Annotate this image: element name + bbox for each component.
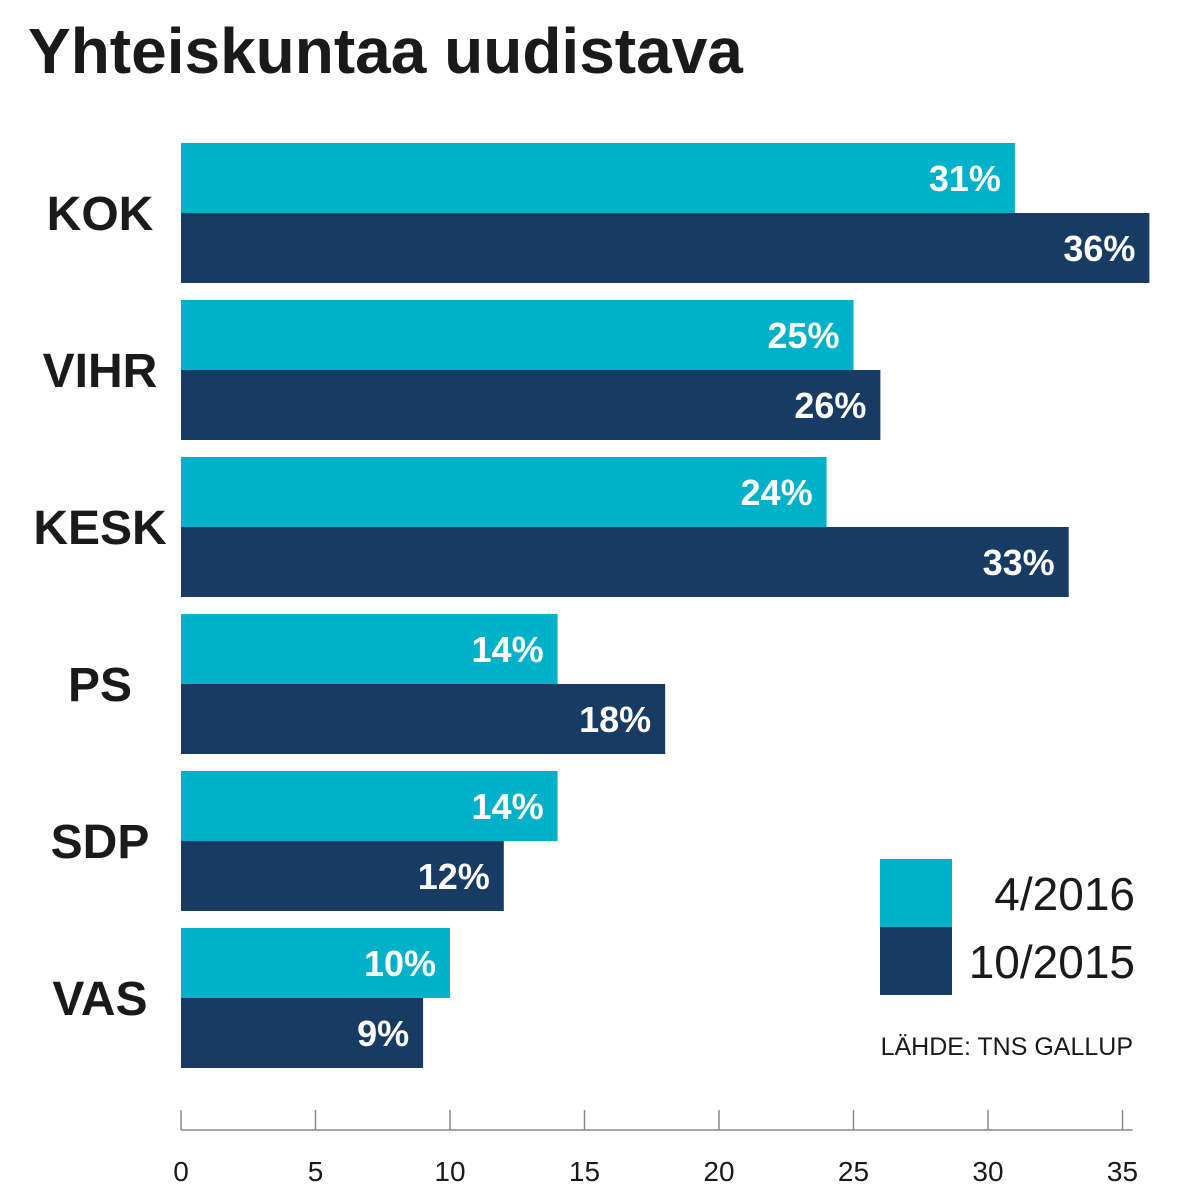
bar xyxy=(181,370,881,440)
x-tick-label: 0 xyxy=(173,1156,189,1187)
bar xyxy=(181,841,504,911)
x-axis: 0 5 10 15 20 25 30 35 xyxy=(173,1110,1138,1187)
bar xyxy=(181,614,558,684)
legend: 4/2016 10/2015 xyxy=(880,859,1135,995)
bar xyxy=(181,998,424,1068)
data-label: 33% xyxy=(983,542,1055,583)
bar xyxy=(181,300,854,370)
category-label: KESK xyxy=(33,502,167,555)
bar xyxy=(181,684,666,754)
data-label: 24% xyxy=(741,472,813,513)
bar xyxy=(181,143,1015,213)
data-label: 14% xyxy=(472,629,544,670)
bar xyxy=(181,771,558,841)
x-tick-label: 10 xyxy=(434,1156,465,1187)
data-label: 14% xyxy=(472,786,544,827)
source-note: LÄHDE: TNS GALLUP xyxy=(881,1033,1133,1061)
bar xyxy=(181,527,1069,597)
legend-swatch xyxy=(880,927,952,995)
category-label: VAS xyxy=(52,973,147,1026)
chart-title: Yhteiskuntaa uudistava xyxy=(28,15,743,87)
data-label: 36% xyxy=(1063,228,1135,269)
x-tick-label: 35 xyxy=(1107,1156,1138,1187)
data-label: 9% xyxy=(357,1013,409,1054)
x-tick-label: 30 xyxy=(972,1156,1003,1187)
bar xyxy=(181,457,827,527)
bar xyxy=(181,213,1150,283)
x-tick-label: 5 xyxy=(308,1156,324,1187)
bars-layer: KOK 31% 36% VIHR 25% 26% KESK 24% 33% PS 14% 18% SDP… xyxy=(33,143,1150,1068)
x-tick-label: 20 xyxy=(703,1156,734,1187)
data-label: 31% xyxy=(929,158,1001,199)
category-label: KOK xyxy=(47,188,154,241)
legend-label: 10/2015 xyxy=(969,936,1135,988)
category-label: PS xyxy=(68,659,132,712)
category-label: VIHR xyxy=(43,345,158,398)
legend-label: 4/2016 xyxy=(994,868,1135,920)
data-label: 10% xyxy=(364,943,436,984)
bar xyxy=(181,928,450,998)
data-label: 26% xyxy=(794,385,866,426)
category-label: SDP xyxy=(51,816,150,869)
data-label: 25% xyxy=(767,315,839,356)
data-label: 12% xyxy=(418,856,490,897)
data-label: 18% xyxy=(579,699,651,740)
x-tick-label: 15 xyxy=(569,1156,600,1187)
legend-swatch xyxy=(880,859,952,927)
x-tick-label: 25 xyxy=(838,1156,869,1187)
